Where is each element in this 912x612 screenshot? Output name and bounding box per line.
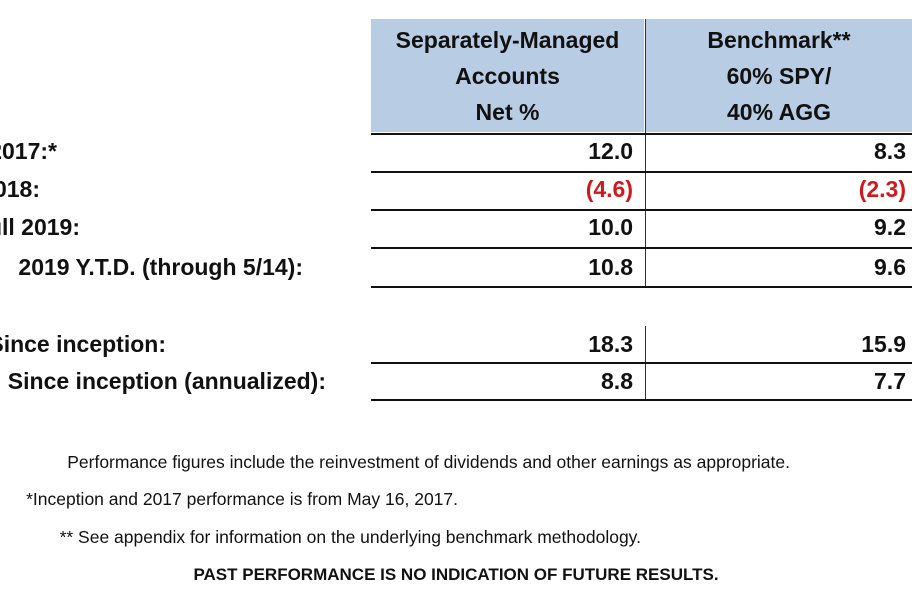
sma-value: (4.6) <box>585 176 633 202</box>
disclaimer: PAST PERFORMANCE IS NO INDICATION OF FUT… <box>193 565 719 584</box>
row-border <box>371 133 912 135</box>
footnote: Performance figures include the reinvest… <box>67 452 790 472</box>
header-line: Benchmark** <box>707 26 851 53</box>
row-border <box>371 286 912 288</box>
sma-value: 10.0 <box>588 214 633 240</box>
sma-value: 12.0 <box>588 138 633 164</box>
row-label: Since inception: <box>0 331 166 357</box>
row-label: 2019 Y.T.D. (through 5/14): <box>18 254 303 280</box>
row-border <box>371 209 912 211</box>
benchmark-value: 7.7 <box>874 368 906 394</box>
footnote: ** See appendix for information on the u… <box>59 527 641 547</box>
benchmark-value: 8.3 <box>874 138 906 164</box>
sma-value: 18.3 <box>588 331 633 357</box>
header-separately-managed: Separately-Managed Accounts Net % <box>371 19 644 132</box>
header-benchmark: Benchmark** 60% SPY/ 40% AGG <box>646 19 912 132</box>
header-line: Net % <box>475 98 540 125</box>
sma-value: 10.8 <box>588 254 633 280</box>
benchmark-value: (2.3) <box>858 176 906 202</box>
row-label: Full 2019: <box>0 214 80 240</box>
benchmark-value: 9.6 <box>874 254 906 280</box>
row-label: Since inception (annualized): <box>7 368 326 394</box>
benchmark-value: 9.2 <box>874 214 906 240</box>
header-line: Accounts <box>455 62 560 89</box>
row-border <box>371 171 912 173</box>
sma-value: 8.8 <box>601 368 633 394</box>
footnote: *Inception and 2017 performance is from … <box>26 489 458 509</box>
column-divider <box>645 19 646 287</box>
header-line: 40% AGG <box>727 98 831 125</box>
benchmark-value: 15.9 <box>861 331 906 357</box>
header-line: Separately-Managed <box>395 26 620 53</box>
row-border <box>371 247 912 249</box>
row-label: 2018: <box>0 176 40 202</box>
row-border <box>371 399 912 401</box>
row-border <box>371 362 912 364</box>
header-line: 60% SPY/ <box>726 62 832 89</box>
row-label: 2017:* <box>0 138 57 164</box>
